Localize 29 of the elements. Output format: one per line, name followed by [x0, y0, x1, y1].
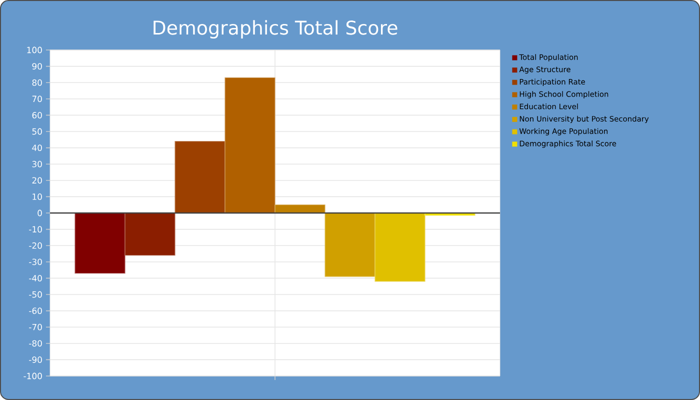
- bar: [324, 212, 376, 277]
- y-tick-label: 80: [32, 79, 42, 86]
- y-tick-label: -80: [29, 340, 42, 347]
- y-tick-label: 40: [32, 144, 42, 152]
- bar: [174, 140, 226, 214]
- y-tick-label: 60: [32, 112, 42, 118]
- y-tick-label: -20: [29, 242, 42, 249]
- bar: [374, 212, 426, 282]
- y-tick-label: 100: [27, 46, 42, 54]
- y-tick-label: -40: [29, 275, 42, 282]
- bar: [224, 77, 276, 214]
- y-tick-label: -90: [29, 356, 42, 363]
- y-tick-label: -10: [29, 226, 42, 233]
- y-tick-label: -60: [29, 308, 42, 314]
- y-tick-label: 10: [32, 194, 42, 200]
- y-tick-label: 50: [32, 128, 42, 135]
- y-tick-label: -100: [24, 372, 42, 380]
- y-tick-label: 90: [32, 63, 42, 70]
- bar: [74, 212, 126, 274]
- y-tick-label: -50: [29, 291, 42, 298]
- y-tick-label: -30: [29, 258, 42, 266]
- chart-title: Demographics Total Score: [154, 20, 398, 38]
- y-tick-label: 30: [32, 160, 42, 168]
- y-tick-label: -70: [29, 324, 42, 330]
- y-tick-label: 20: [32, 177, 42, 184]
- bar: [274, 204, 326, 214]
- bar: [124, 212, 176, 256]
- y-tick-label: 70: [32, 96, 42, 102]
- y-tick-label: 0: [38, 210, 42, 216]
